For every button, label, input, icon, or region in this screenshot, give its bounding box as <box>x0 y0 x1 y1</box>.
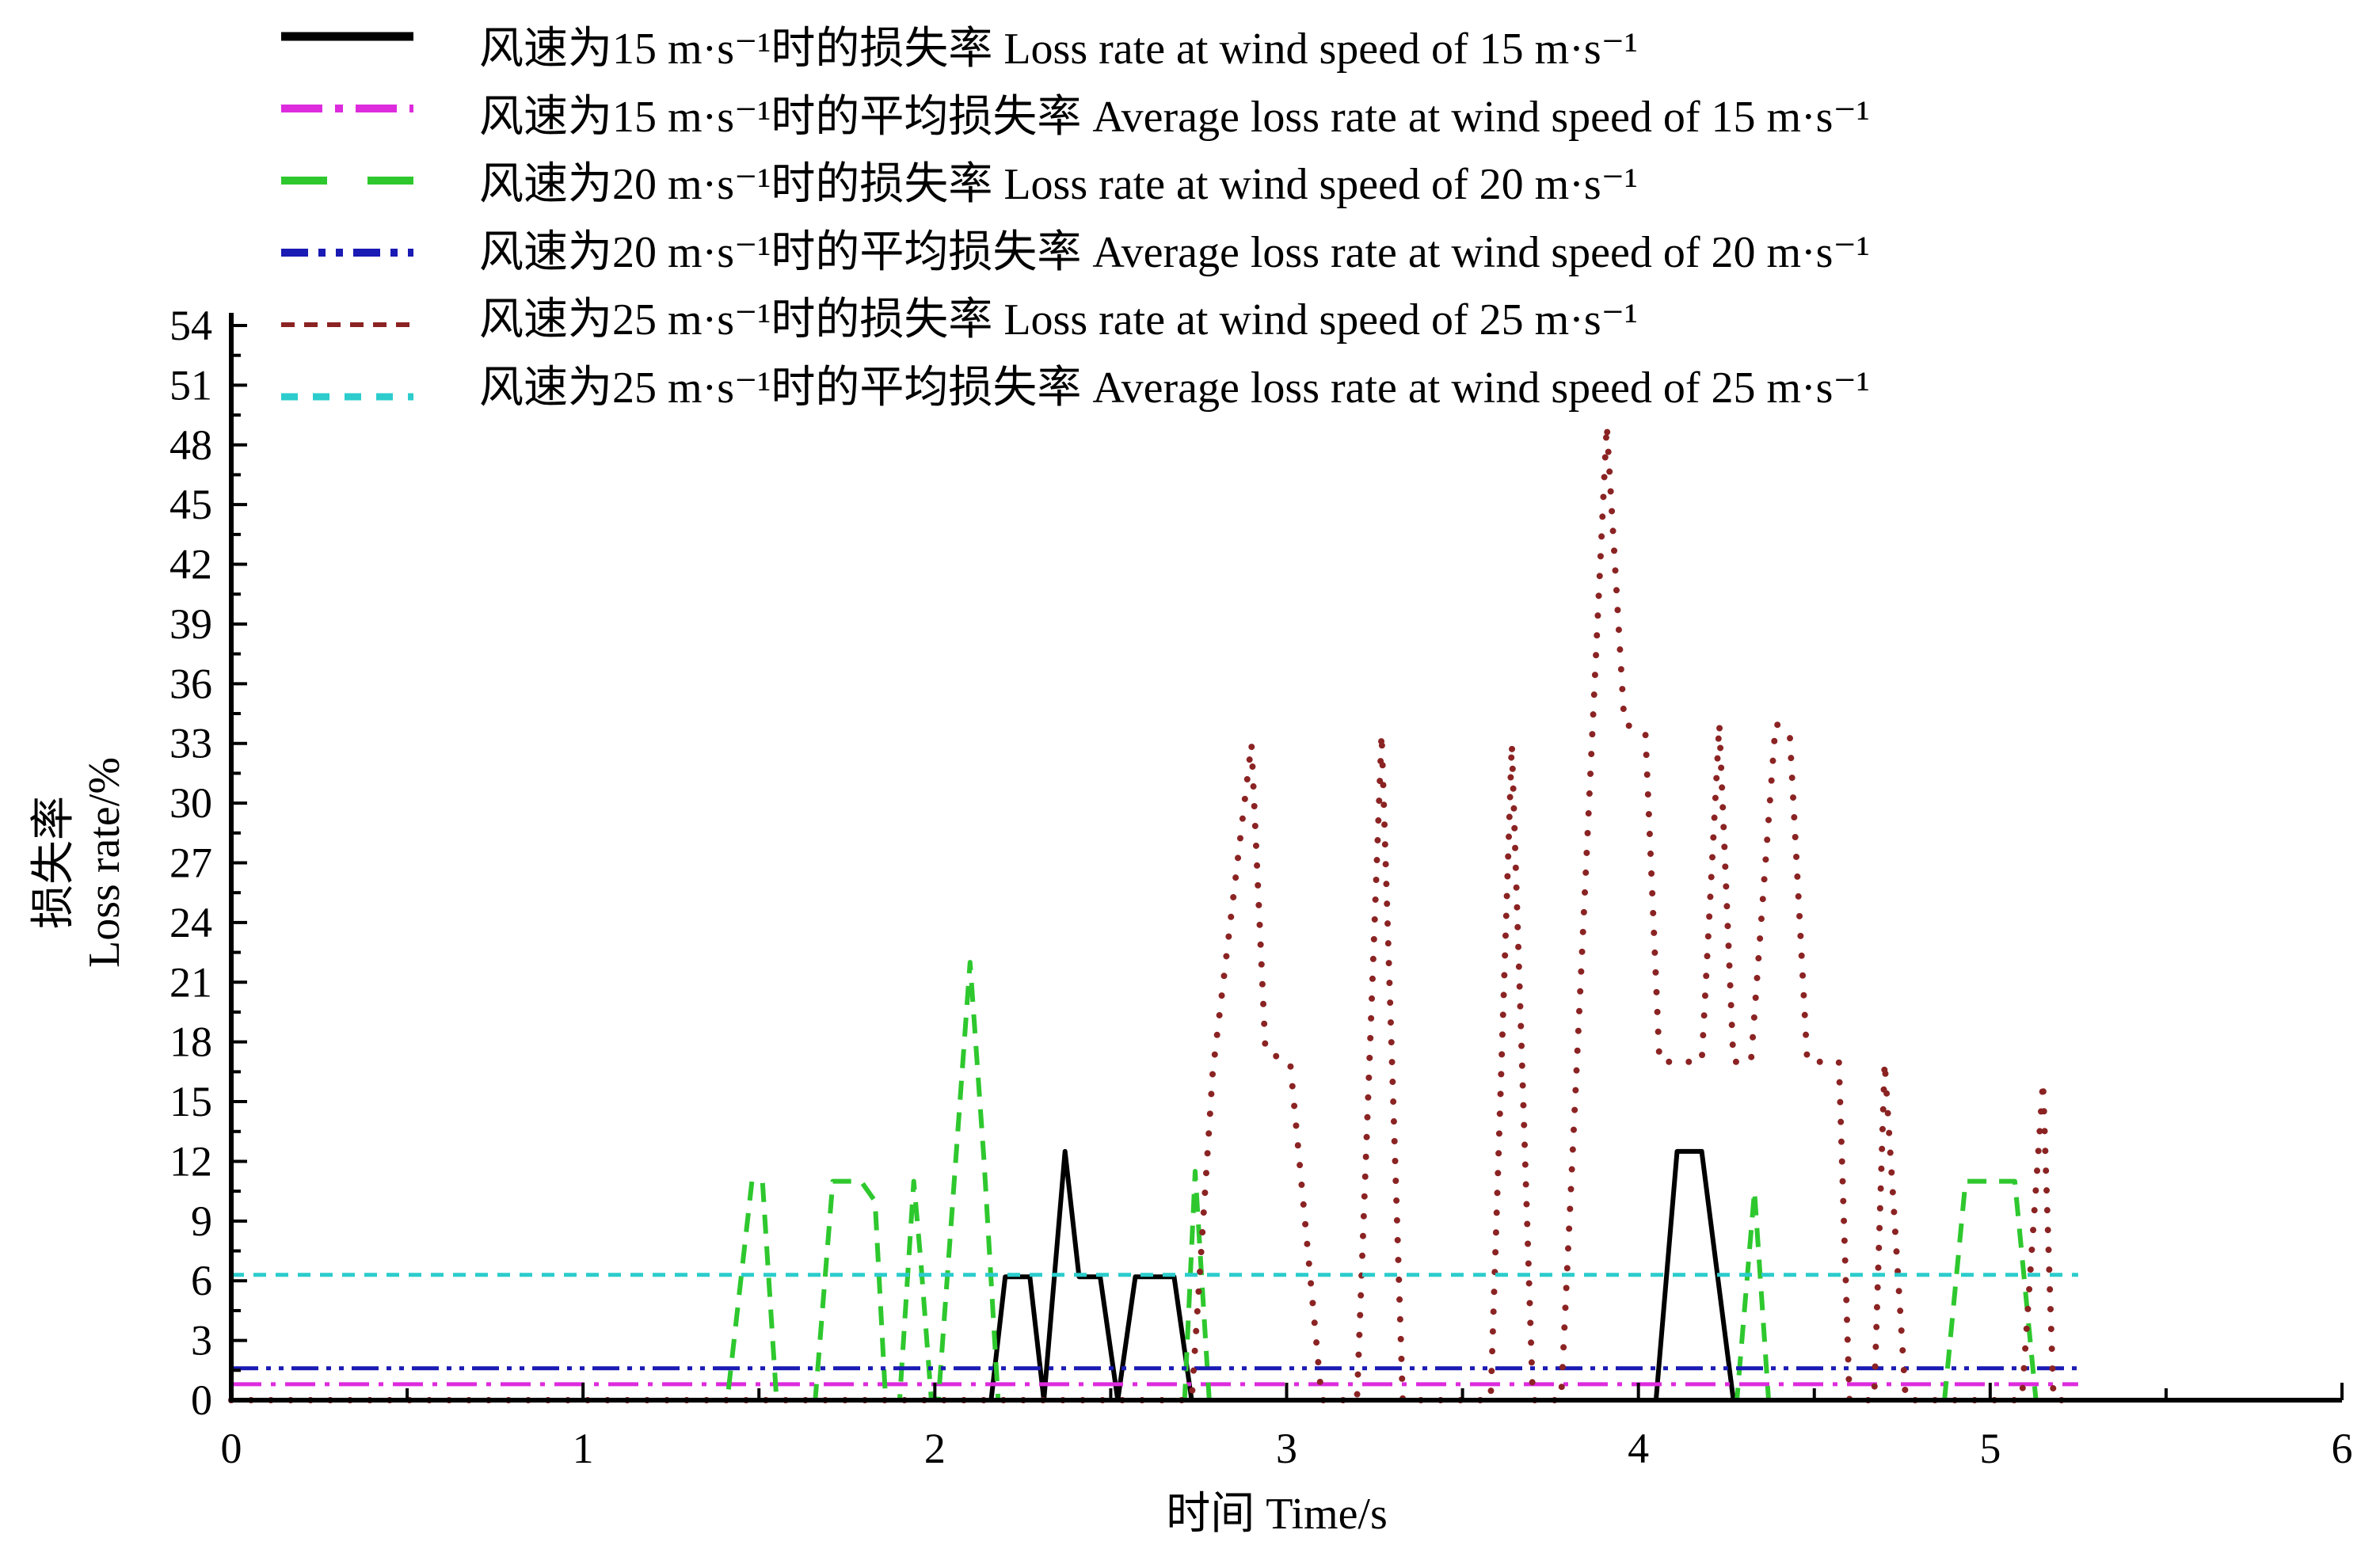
legend-item: 风速为20 m·s⁻¹时的损失率 Loss rate at wind speed… <box>281 160 1638 209</box>
y-axis-label-chinese: 损失率 <box>29 796 78 929</box>
x-tick-label: 2 <box>924 1425 946 1472</box>
x-tick-label: 4 <box>1628 1425 1649 1472</box>
y-tick-label: 12 <box>169 1137 212 1185</box>
legend-label: 风速为20 m·s⁻¹时的平均损失率 Average loss rate at … <box>479 228 1870 277</box>
y-axis-label-english: Loss rate/% <box>80 757 129 968</box>
y-tick-label: 0 <box>191 1376 212 1424</box>
y-tick-label: 51 <box>169 361 212 409</box>
x-tick-label: 3 <box>1276 1425 1297 1472</box>
x-axis-ticks: 0 1 2 3 4 5 6 <box>221 1383 2353 1472</box>
x-tick-label: 5 <box>1979 1425 2001 1472</box>
y-tick-label: 3 <box>191 1317 212 1365</box>
y-tick-label: 36 <box>169 660 212 707</box>
y-tick-label: 9 <box>191 1197 212 1245</box>
legend-item: 风速为15 m·s⁻¹时的平均损失率 Average loss rate at … <box>281 93 1870 142</box>
legend-item: 风速为25 m·s⁻¹时的损失率 Loss rate at wind speed… <box>281 295 1638 344</box>
legend-item: 风速为15 m·s⁻¹时的损失率 Loss rate at wind speed… <box>281 25 1638 74</box>
y-tick-label: 42 <box>169 541 212 588</box>
legend-label: 风速为25 m·s⁻¹时的损失率 Loss rate at wind speed… <box>479 295 1638 344</box>
x-axis-label: 时间 Time/s <box>1166 1490 1388 1539</box>
legend: 风速为15 m·s⁻¹时的损失率 Loss rate at wind speed… <box>281 25 1870 413</box>
y-tick-label: 24 <box>169 899 212 946</box>
legend-item: 风速为25 m·s⁻¹时的平均损失率 Average loss rate at … <box>281 364 1870 413</box>
y-tick-label: 27 <box>169 839 212 887</box>
y-tick-label: 39 <box>169 600 212 648</box>
x-tick-label: 6 <box>2332 1425 2353 1472</box>
legend-label: 风速为25 m·s⁻¹时的平均损失率 Average loss rate at … <box>479 364 1870 413</box>
x-tick-label: 1 <box>573 1425 594 1472</box>
y-tick-label: 6 <box>191 1257 212 1304</box>
y-tick-label: 18 <box>169 1018 212 1066</box>
y-tick-label: 15 <box>169 1078 212 1125</box>
legend-label: 风速为15 m·s⁻¹时的损失率 Loss rate at wind speed… <box>479 25 1638 74</box>
x-tick-label: 0 <box>221 1425 242 1472</box>
legend-label: 风速为15 m·s⁻¹时的平均损失率 Average loss rate at … <box>479 93 1870 142</box>
series-line-5 <box>228 421 2081 1403</box>
y-tick-label: 21 <box>169 958 212 1006</box>
legend-item: 风速为20 m·s⁻¹时的平均损失率 Average loss rate at … <box>281 228 1870 277</box>
y-tick-label: 30 <box>169 779 212 827</box>
y-tick-label: 33 <box>169 720 212 767</box>
y-tick-label: 48 <box>169 421 212 469</box>
y-tick-label: 45 <box>169 481 212 528</box>
legend-label: 风速为20 m·s⁻¹时的损失率 Loss rate at wind speed… <box>479 160 1638 209</box>
y-tick-label: 54 <box>169 302 212 349</box>
